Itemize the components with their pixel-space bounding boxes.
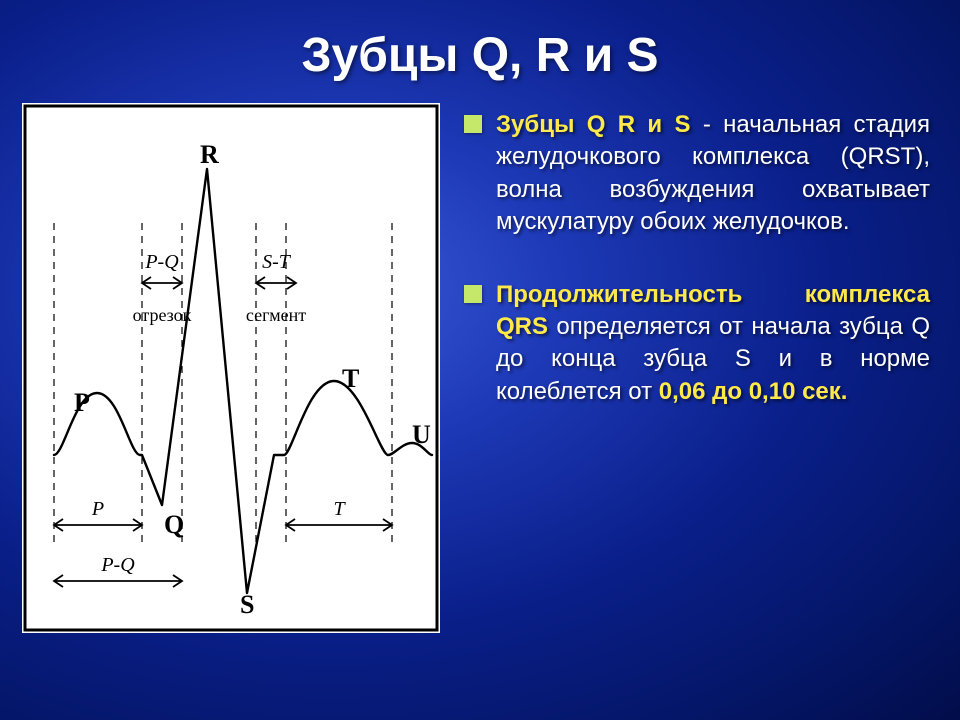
svg-text:T: T [333, 498, 346, 520]
bullet-1-text: Зубцы Q R и S - начальная стадия желудоч… [496, 109, 930, 239]
bullet-2: Продолжительность комплекса QRS определя… [464, 279, 930, 409]
svg-text:P: P [74, 388, 90, 417]
svg-text:U: U [412, 420, 431, 449]
bullet-icon [464, 115, 482, 133]
ecg-diagram: P Q R S T U P-Q отрезок S-T сегмент P P-Q T [22, 103, 440, 633]
svg-text:S-T: S-T [262, 251, 292, 273]
svg-text:сегмент: сегмент [246, 305, 306, 325]
bullet-icon [464, 285, 482, 303]
content-row: P Q R S T U P-Q отрезок S-T сегмент P P-Q T Зубцы Q … [0, 103, 960, 633]
svg-text:отрезок: отрезок [133, 305, 192, 325]
bullet-1: Зубцы Q R и S - начальная стадия желудоч… [464, 109, 930, 239]
svg-text:S: S [240, 590, 254, 619]
ecg-svg: P Q R S T U P-Q отрезок S-T сегмент P P-Q T [22, 103, 440, 633]
svg-text:P-Q: P-Q [144, 251, 179, 273]
svg-text:P-Q: P-Q [100, 554, 135, 576]
svg-text:R: R [200, 140, 219, 169]
svg-text:P: P [91, 498, 104, 520]
svg-text:T: T [342, 364, 359, 393]
bullet-2-text: Продолжительность комплекса QRS определя… [496, 279, 930, 409]
svg-text:Q: Q [164, 510, 184, 539]
text-column: Зубцы Q R и S - начальная стадия желудоч… [464, 103, 930, 633]
slide-title: Зубцы Q, R и S [0, 0, 960, 103]
